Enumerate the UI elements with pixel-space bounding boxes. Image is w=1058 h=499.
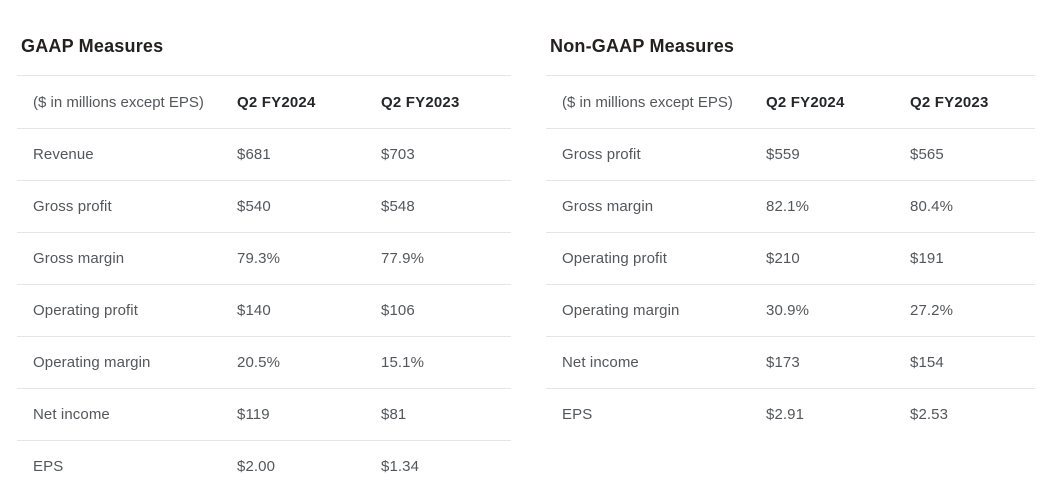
non-gaap-measures-card: Non-GAAP Measures ($ in millions except … (546, 36, 1035, 441)
row-value-fy2024: $559 (766, 146, 800, 163)
gaap-table-title: GAAP Measures (21, 36, 164, 56)
row-value-fy2024: $681 (237, 146, 271, 163)
table-header-row: ($ in millions except EPS) Q2 FY2024 Q2 … (17, 75, 511, 129)
row-value-fy2023: 77.9% (381, 250, 425, 267)
gaap-measures-table: ($ in millions except EPS) Q2 FY2024 Q2 … (17, 75, 511, 493)
row-value-fy2024: $140 (237, 302, 271, 319)
row-label: Operating margin (33, 354, 151, 371)
unit-label: ($ in millions except EPS) (562, 93, 733, 111)
row-value-fy2024: 79.3% (237, 250, 281, 267)
row-value-fy2023: 80.4% (910, 198, 954, 215)
row-value-fy2023: 15.1% (381, 354, 425, 371)
row-label: Revenue (33, 146, 94, 163)
row-label: Gross margin (33, 250, 125, 267)
table-row-net-income: Net income $173 $154 (546, 337, 1035, 389)
row-value-fy2024: $2.00 (237, 458, 276, 476)
table-row-eps: EPS $2.91 $2.53 (546, 389, 1035, 441)
table-header-row: ($ in millions except EPS) Q2 FY2024 Q2 … (546, 75, 1035, 129)
table-row-eps: EPS $2.00 $1.34 (17, 441, 511, 493)
column-header-q2fy2024: Q2 FY2024 (766, 93, 845, 111)
row-value-fy2024: 82.1% (766, 198, 810, 215)
row-label: Net income (562, 354, 639, 371)
column-header-q2fy2024: Q2 FY2024 (237, 93, 316, 111)
row-value-fy2024: $2.91 (766, 406, 805, 424)
row-label: Gross margin (562, 198, 654, 215)
row-value-fy2023: $154 (910, 354, 944, 371)
table-row-net-income: Net income $119 $81 (17, 389, 511, 441)
row-label: EPS (562, 406, 593, 424)
row-value-fy2024: 30.9% (766, 302, 810, 319)
table-row-gross-margin: Gross margin 82.1% 80.4% (546, 181, 1035, 233)
row-label: Net income (33, 406, 110, 423)
table-row-operating-margin: Operating margin 20.5% 15.1% (17, 337, 511, 389)
table-row-gross-profit: Gross profit $540 $548 (17, 181, 511, 233)
table-row-operating-profit: Operating profit $140 $106 (17, 285, 511, 337)
table-row-revenue: Revenue $681 $703 (17, 129, 511, 181)
row-value-fy2024: $540 (237, 198, 271, 215)
table-row-gross-margin: Gross margin 79.3% 77.9% (17, 233, 511, 285)
row-value-fy2024: 20.5% (237, 354, 281, 371)
non-gaap-measures-table: ($ in millions except EPS) Q2 FY2024 Q2 … (546, 75, 1035, 441)
row-value-fy2023: $106 (381, 302, 415, 319)
table-row-operating-margin: Operating margin 30.9% 27.2% (546, 285, 1035, 337)
row-value-fy2024: $210 (766, 250, 800, 267)
row-label: Operating margin (562, 302, 680, 319)
row-value-fy2023: $565 (910, 146, 944, 163)
row-label: EPS (33, 458, 64, 476)
row-value-fy2023: $1.34 (381, 458, 420, 476)
table-row-gross-profit: Gross profit $559 $565 (546, 129, 1035, 181)
column-header-q2fy2023: Q2 FY2023 (910, 93, 989, 111)
table-row-operating-profit: Operating profit $210 $191 (546, 233, 1035, 285)
row-value-fy2023: $703 (381, 146, 415, 163)
gaap-measures-card: GAAP Measures ($ in millions except EPS)… (17, 36, 511, 493)
row-label: Operating profit (562, 250, 667, 267)
row-label: Operating profit (33, 302, 138, 319)
row-label: Gross profit (562, 146, 641, 163)
row-value-fy2023: 27.2% (910, 302, 954, 319)
row-value-fy2023: $2.53 (910, 406, 949, 424)
row-label: Gross profit (33, 198, 112, 215)
non-gaap-table-title: Non-GAAP Measures (550, 36, 735, 56)
row-value-fy2024: $119 (237, 406, 270, 423)
row-value-fy2023: $81 (381, 406, 407, 423)
row-value-fy2024: $173 (766, 354, 800, 371)
column-header-q2fy2023: Q2 FY2023 (381, 93, 460, 111)
row-value-fy2023: $191 (910, 250, 944, 267)
row-value-fy2023: $548 (381, 198, 415, 215)
unit-label: ($ in millions except EPS) (33, 93, 204, 111)
